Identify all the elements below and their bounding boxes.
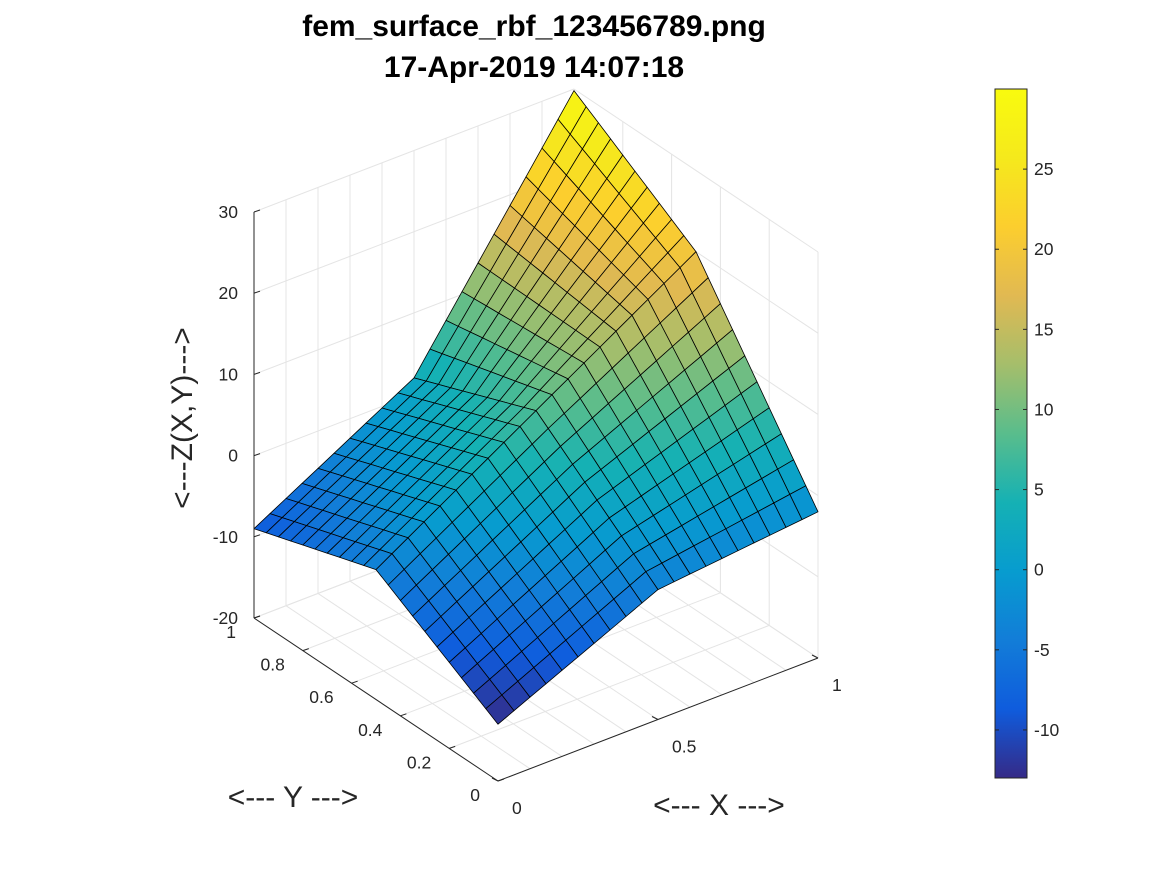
x-tick-label: 0 [512, 798, 522, 818]
z-tick-label: 30 [219, 202, 239, 222]
colorbar-tick-label: -5 [1034, 640, 1050, 660]
y-tick-label: 0 [470, 785, 480, 805]
z-tick-label: 0 [228, 446, 238, 466]
chart-title-line-1: fem_surface_rbf_123456789.png [302, 10, 766, 43]
y-tick-label: 0.2 [407, 752, 431, 772]
colorbar-tick-label: 5 [1034, 480, 1044, 500]
x-tick-label: 0.5 [672, 737, 696, 757]
chart-title-line-2: 17-Apr-2019 14:07:18 [384, 51, 684, 84]
y-tick-mark [449, 745, 456, 749]
x-tick-mark [491, 777, 499, 782]
surface-plot [253, 90, 819, 725]
y-axis-label: <--- Y ---> [228, 781, 359, 814]
y-tick-mark [253, 615, 261, 619]
z-tick-label: -20 [213, 608, 239, 628]
grid-line [449, 624, 770, 749]
y-tick-mark [351, 680, 358, 684]
z-tick-label: 10 [219, 364, 239, 384]
y-axis-line [253, 617, 499, 782]
x-tick-mark [811, 654, 819, 659]
z-axis-label: <---Z(X,Y)---> [166, 327, 199, 509]
colorbar-gradient [994, 88, 1028, 779]
y-tick-label: 0.8 [260, 655, 284, 675]
x-axis-label: <--- X ---> [653, 789, 785, 822]
y-tick-mark [400, 713, 407, 717]
grid-line [285, 605, 531, 770]
y-tick-mark [302, 648, 309, 652]
colorbar-ticks: -10 -5 0 5 10 15 20 25 [995, 159, 1060, 740]
x-tick-mark [651, 716, 659, 720]
colorbar-tick-label: 15 [1034, 319, 1053, 339]
grid-line [573, 88, 819, 253]
colorbar-tick-label: 10 [1034, 399, 1054, 419]
colorbar: -10 -5 0 5 10 15 20 25 [994, 88, 1060, 779]
z-tick-label: 20 [219, 283, 239, 303]
z-tick-mark [253, 534, 261, 538]
z-tick-label: -10 [213, 527, 239, 547]
z-tick-mark [253, 209, 261, 213]
colorbar-tick-label: 0 [1034, 560, 1044, 580]
z-tick-mark [253, 290, 261, 294]
colorbar-tick-label: -10 [1034, 720, 1060, 740]
y-tick-label: 1 [226, 622, 236, 642]
x-tick-label: 1 [832, 675, 842, 695]
z-tick-mark [253, 371, 261, 375]
colorbar-tick-label: 20 [1034, 239, 1054, 259]
y-tick-label: 0.6 [309, 687, 333, 707]
z-tick-mark [253, 453, 261, 457]
colorbar-tick-label: 25 [1034, 159, 1053, 179]
surface-patch [485, 694, 515, 725]
grid-line [317, 592, 563, 757]
y-tick-label: 0.4 [358, 720, 383, 740]
